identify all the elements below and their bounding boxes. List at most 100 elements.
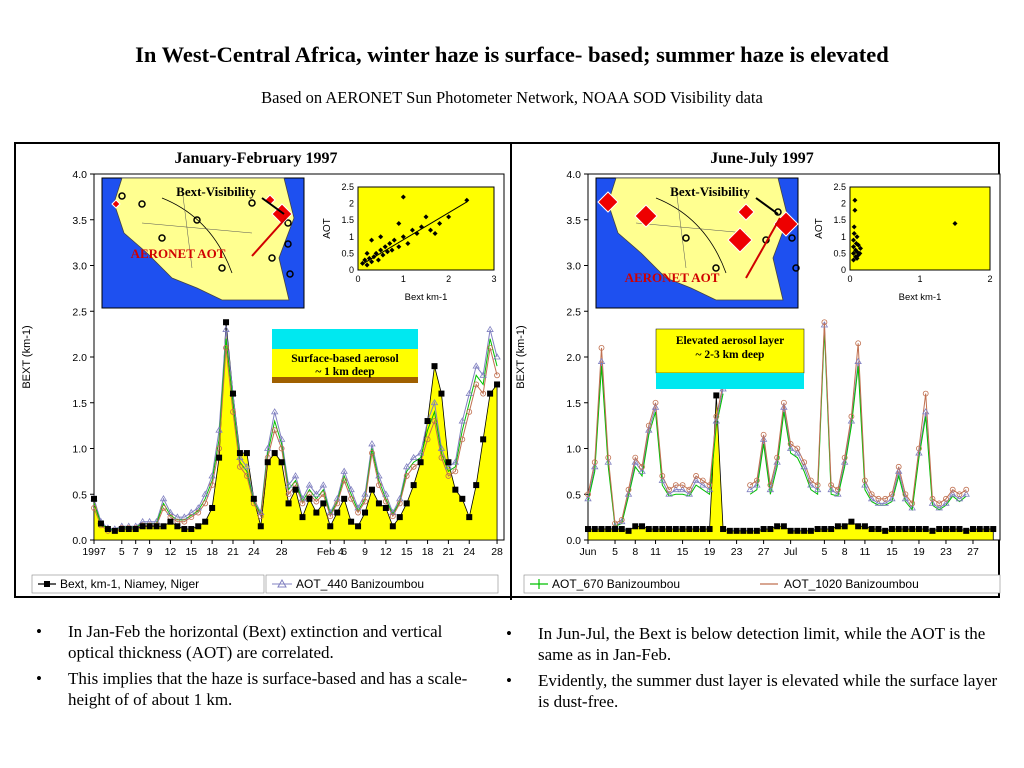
bext-point	[424, 418, 431, 425]
scatter-x-tick-label: 2	[987, 274, 992, 284]
layer-label-line2: ~ 2-3 km deep	[696, 349, 765, 361]
aot1020-point	[706, 482, 713, 489]
bext-point	[216, 454, 223, 461]
x-tick-label: 5	[119, 546, 125, 558]
aot1020-point	[160, 505, 167, 511]
scatter-point	[851, 250, 856, 256]
aot1020-point	[814, 482, 821, 489]
bext-point	[855, 523, 862, 530]
scatter-y-tick-label: 2.5	[341, 182, 354, 192]
bext-point	[848, 518, 855, 525]
bext-point	[733, 527, 740, 534]
x-tick-label: 28	[491, 546, 503, 558]
aot1020-point	[494, 372, 500, 379]
aot1020-point	[459, 436, 466, 443]
aot1020-point	[202, 500, 209, 507]
bext-point	[382, 504, 389, 511]
aot1020-point	[362, 498, 368, 505]
aot1020-point	[618, 516, 625, 523]
aot1020-point	[585, 491, 591, 498]
bullet-item: This implies that the haze is surface-ba…	[30, 668, 470, 710]
aot1020-point	[747, 482, 753, 489]
aot440-point	[935, 504, 943, 511]
x-tick-label: Feb 4	[317, 546, 344, 558]
scatter-point	[366, 255, 372, 261]
map-arrow	[755, 197, 779, 215]
scatter-point	[387, 240, 393, 246]
border-line	[635, 187, 747, 269]
aerosol-layer	[272, 349, 418, 377]
scatter-y-tick-label: 1.5	[341, 215, 354, 225]
aot1020-point	[230, 408, 236, 415]
aot440-point	[827, 485, 835, 493]
x-tick-label: 24	[463, 546, 475, 558]
y-tick-label: 0.0	[566, 535, 581, 547]
x-tick-label: 18	[206, 546, 218, 558]
bext-point	[355, 523, 362, 530]
aot1020-point	[299, 500, 306, 507]
bext-point	[888, 526, 895, 533]
station-icon	[284, 240, 292, 248]
bext-point	[740, 527, 747, 534]
bext-point	[195, 523, 202, 530]
aot440-point	[444, 463, 453, 470]
aot1020-point	[693, 473, 699, 479]
bullet-list-right: In Jun-Jul, the Bext is below detection …	[500, 623, 1005, 717]
y-tick-label: 2.0	[566, 352, 581, 364]
aot1020-point	[686, 486, 693, 493]
aot1020-point	[916, 445, 922, 452]
aot440-point	[597, 357, 606, 364]
bext-point	[659, 526, 666, 533]
aot1020-point	[882, 495, 889, 502]
scatter-point	[364, 262, 370, 268]
aot440-point	[962, 490, 970, 497]
bext-point	[466, 514, 473, 521]
y-tick-label: 1.0	[72, 444, 87, 456]
bext-point	[417, 459, 424, 466]
bext-point	[666, 526, 673, 533]
aot1020-point	[91, 505, 97, 511]
aeronet-diamond-icon	[737, 203, 755, 221]
aot440-point	[645, 426, 653, 433]
scatter-y-tick-label: 1	[349, 232, 354, 242]
aot440-point	[786, 444, 795, 451]
x-tick-label: 28	[276, 546, 288, 558]
scatter-x-tick-label: 0	[355, 274, 360, 284]
scatter-y-tick-label: 0.5	[341, 248, 354, 258]
aot1020-point	[320, 491, 327, 498]
scatter-plot-area	[357, 186, 495, 271]
aot440-point	[847, 417, 856, 424]
bext-point	[963, 527, 970, 534]
station-icon	[193, 216, 201, 224]
aot440-point	[375, 472, 383, 479]
bext-point	[292, 486, 299, 493]
bext-point	[327, 523, 334, 530]
aot1020-point	[376, 482, 382, 489]
map-label-bext: Bext-Visibility	[670, 184, 750, 199]
y-tick-label: 3.0	[566, 261, 581, 273]
aot1020-point	[625, 486, 632, 493]
bext-point	[375, 500, 382, 507]
aot1020-point	[855, 340, 862, 347]
aot1020-point	[438, 454, 445, 461]
scatter-y-tick-label: 2	[841, 199, 846, 209]
aot1020-point	[632, 454, 639, 461]
scatter-point	[423, 214, 429, 220]
aot1020-point	[445, 473, 452, 479]
aot1020-point	[466, 408, 473, 415]
aot440-point	[277, 435, 286, 442]
y-tick-label: 3.0	[72, 261, 87, 273]
aeronet-diamond-icon	[727, 227, 753, 253]
bext-point	[403, 500, 410, 507]
aot440-point	[382, 490, 390, 497]
legend-marker-bext	[44, 581, 50, 587]
scatter-x-tick-label: 2	[446, 274, 451, 284]
bext-point	[410, 482, 417, 489]
scatter-y-label: AOT	[814, 218, 825, 239]
y-tick-label: 0.5	[566, 489, 581, 501]
x-tick-label: 15	[886, 546, 898, 558]
scatter-plot-area	[849, 186, 991, 271]
x-tick-label: 9	[362, 546, 368, 558]
aot440-point	[888, 495, 896, 502]
aot440-point	[486, 325, 494, 332]
